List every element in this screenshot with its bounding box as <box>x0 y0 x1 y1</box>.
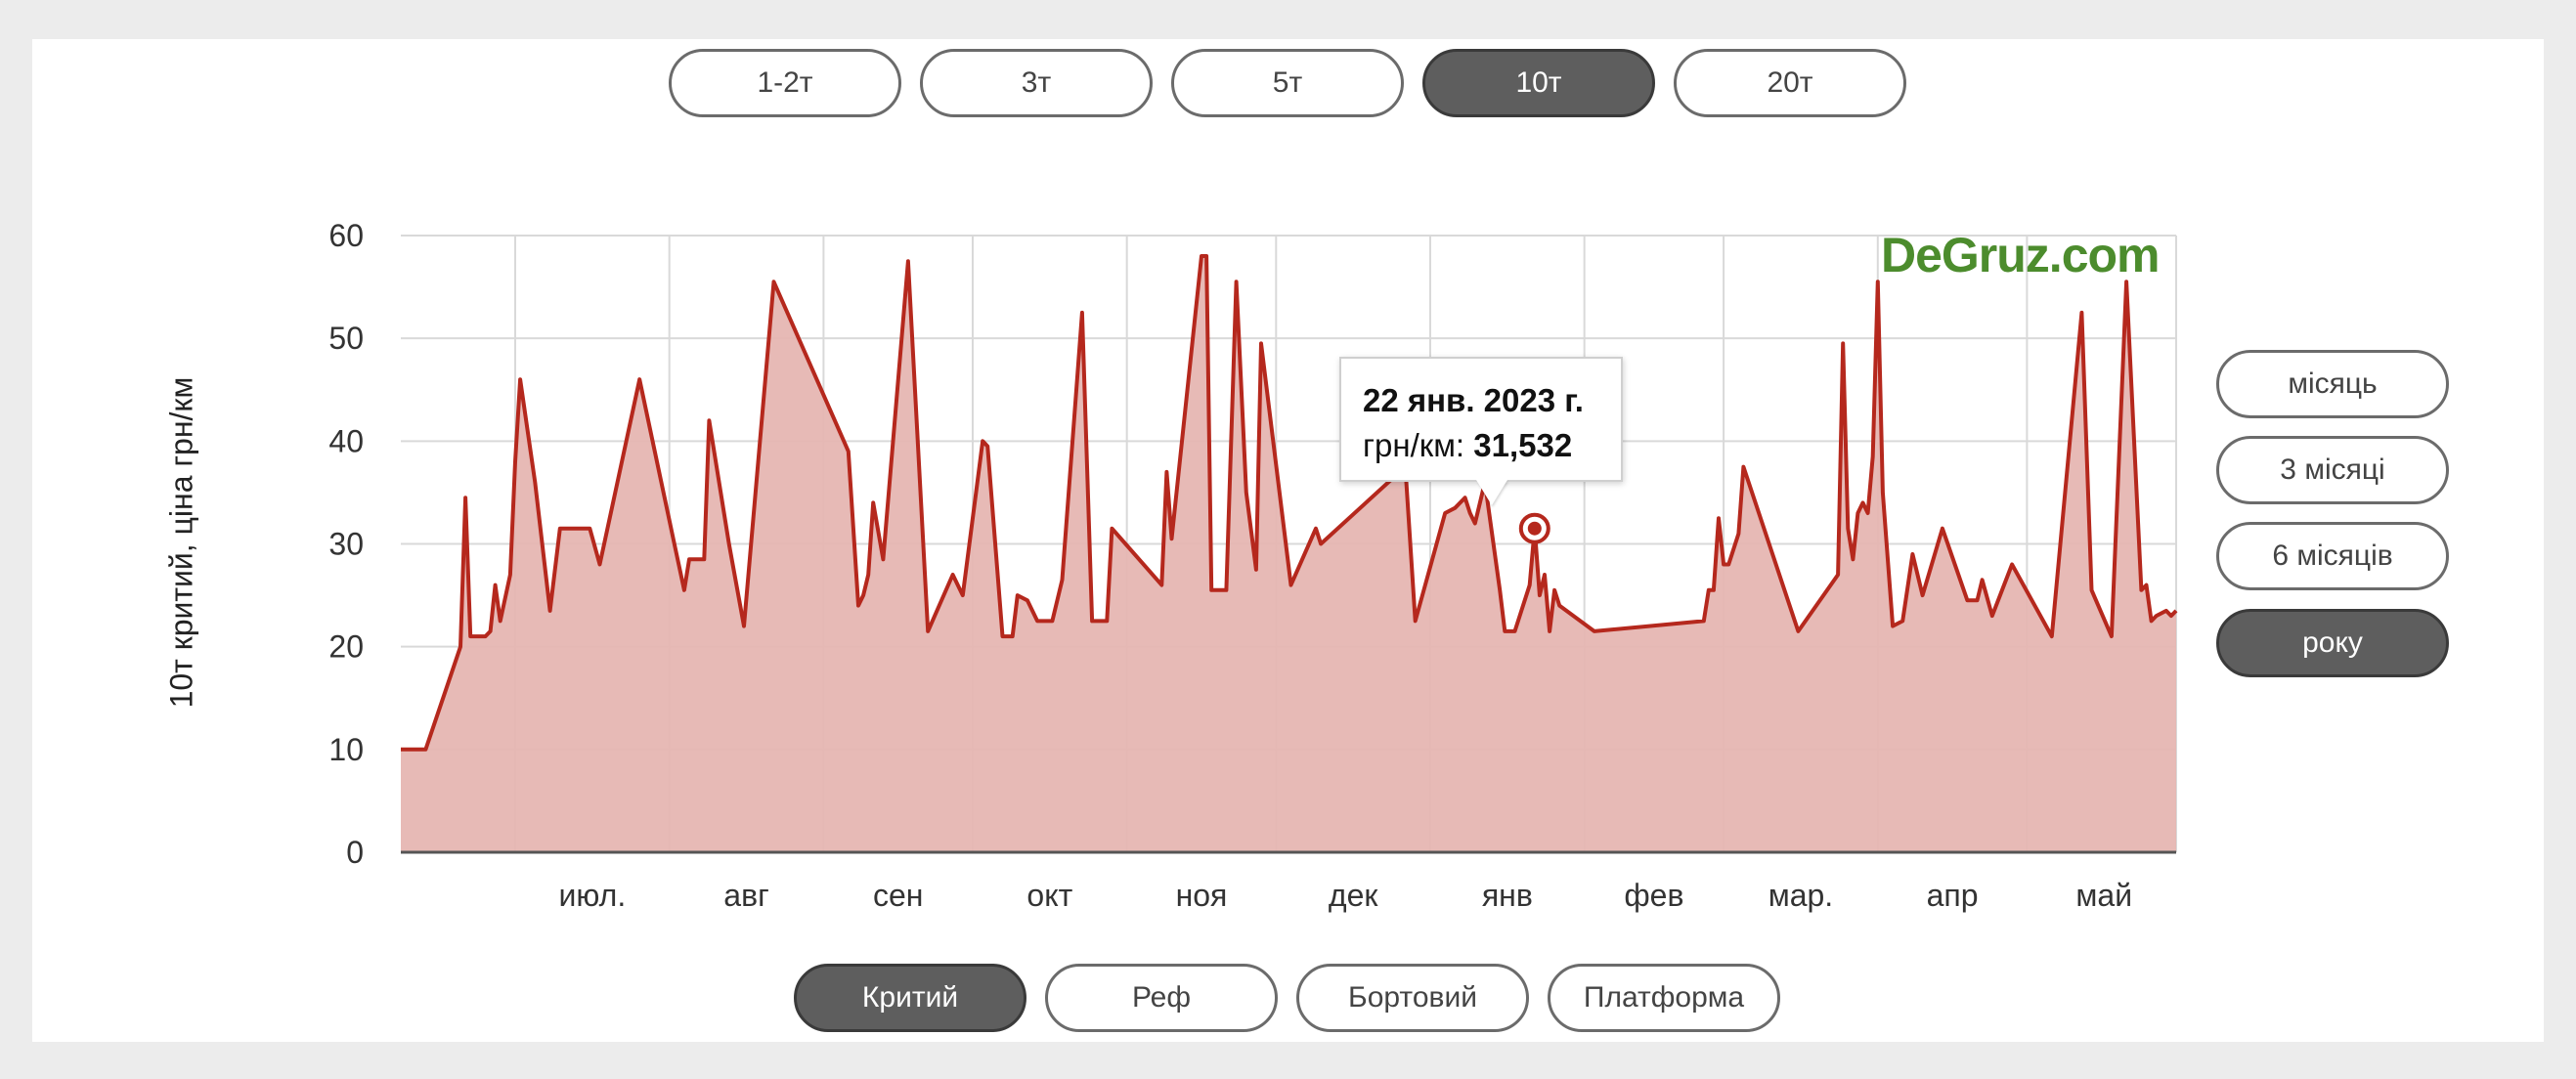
x-tick-label: апр <box>1927 878 1979 913</box>
y-tick-label: 10 <box>328 732 364 767</box>
body-tab-ref[interactable]: Реф <box>1045 964 1278 1032</box>
y-axis-label: 10т критий, ціна грн/км <box>163 376 199 709</box>
tonnage-tab-3t[interactable]: 3т <box>920 49 1153 117</box>
x-tick-label: авг <box>723 878 768 913</box>
chart-tooltip: 22 янв. 2023 г. грн/км: 31,532 <box>1339 357 1623 482</box>
period-tab-6-months[interactable]: 6 місяців <box>2216 522 2449 590</box>
x-tick-label: дек <box>1329 878 1378 913</box>
tooltip-label: грн/км: <box>1363 427 1474 463</box>
tooltip-pointer <box>1476 480 1507 505</box>
x-tick-label: мар. <box>1768 878 1833 913</box>
x-tick-label: сен <box>873 878 923 913</box>
brand-watermark: DeGruz.com <box>1881 228 2161 282</box>
price-line <box>401 254 2178 752</box>
period-tab-month[interactable]: місяць <box>2216 350 2449 418</box>
y-tick-labels: 0 10 20 30 40 50 60 <box>328 218 364 870</box>
period-tab-3-months[interactable]: 3 місяці <box>2216 436 2449 504</box>
tooltip-value: 31,532 <box>1473 427 1573 463</box>
x-tick-label: июл. <box>558 878 626 913</box>
body-tab-flatbed[interactable]: Бортовий <box>1296 964 1529 1032</box>
highlight-point-core <box>1527 521 1542 536</box>
body-tab-covered[interactable]: Критий <box>794 964 1026 1032</box>
x-tick-label: май <box>2075 878 2132 913</box>
tonnage-tab-5t[interactable]: 5т <box>1171 49 1404 117</box>
x-tick-label: ноя <box>1176 878 1228 913</box>
tonnage-tab-20t[interactable]: 20т <box>1674 49 1906 117</box>
y-tick-label: 20 <box>328 629 364 665</box>
price-area <box>401 256 2176 852</box>
x-tick-label: окт <box>1026 878 1072 913</box>
y-tick-label: 60 <box>328 218 364 253</box>
highlight-point-group <box>1518 512 1550 544</box>
y-tick-label: 40 <box>328 423 364 458</box>
body-tab-platform[interactable]: Платформа <box>1548 964 1780 1032</box>
y-tick-label: 0 <box>346 835 364 870</box>
y-tick-label: 30 <box>328 527 364 562</box>
tonnage-tab-10t[interactable]: 10т <box>1422 49 1655 117</box>
tooltip-date: 22 янв. 2023 г. <box>1363 382 1584 418</box>
y-tick-label: 50 <box>328 321 364 356</box>
x-tick-label: янв <box>1482 878 1533 913</box>
period-tab-year[interactable]: року <box>2216 609 2449 677</box>
tonnage-tab-1-2t[interactable]: 1-2т <box>669 49 901 117</box>
x-tick-label: фев <box>1624 878 1683 913</box>
x-tick-labels: июл. авг сен окт ноя дек янв фев мар. апр май <box>558 878 2132 913</box>
